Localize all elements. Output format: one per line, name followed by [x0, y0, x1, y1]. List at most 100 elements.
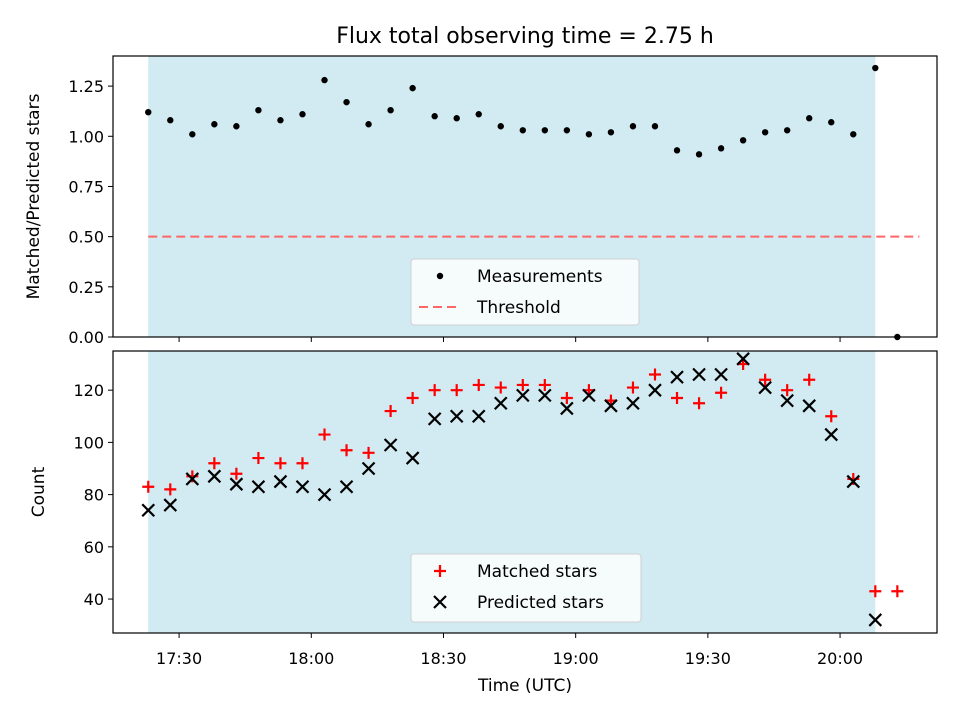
data-point — [538, 388, 552, 403]
y-axis-label: Matched/Predicted stars — [24, 93, 44, 299]
data-point — [405, 451, 420, 465]
plot-frame — [112, 350, 938, 634]
data-point — [449, 409, 464, 424]
legend: Matched stars Predicted stars — [410, 553, 642, 623]
y-tick-label: 0.00 — [68, 328, 104, 347]
y-axis: 40 60 80 100 120 Count — [29, 381, 113, 609]
data-point — [758, 380, 772, 395]
data-point — [167, 117, 174, 124]
data-point — [252, 452, 265, 465]
x-axis-label: Time (UTC) — [477, 676, 572, 696]
data-point — [453, 115, 460, 122]
data-point — [648, 368, 661, 381]
data-point — [277, 117, 284, 124]
data-point — [383, 438, 398, 452]
data-point — [695, 151, 703, 158]
data-point — [582, 388, 596, 403]
data-point — [670, 370, 684, 384]
y-tick-label: 60 — [84, 538, 104, 557]
data-point — [339, 480, 354, 494]
data-point — [343, 98, 350, 106]
legend-label: Predicted stars — [477, 593, 604, 613]
data-point — [828, 119, 835, 126]
data-point — [824, 427, 839, 442]
data-point — [693, 397, 706, 410]
data-point — [295, 480, 310, 494]
x-tick-label: 18:00 — [288, 649, 334, 668]
data-point — [825, 410, 838, 423]
x-tick-label: 19:00 — [553, 649, 599, 668]
data-point — [340, 444, 353, 457]
data-point — [626, 381, 639, 394]
y-axis: 0.00 0.25 0.50 0.75 1.00 1.25 Matched/Predicte… — [24, 77, 113, 347]
y-tick-label: 1.00 — [68, 127, 104, 146]
data-point — [516, 388, 530, 403]
data-point — [428, 384, 441, 397]
legend-box — [410, 258, 640, 326]
data-point — [233, 123, 240, 130]
data-point — [604, 399, 618, 413]
data-point — [607, 129, 615, 136]
data-point — [296, 457, 309, 470]
data-point — [803, 373, 816, 386]
data-point — [208, 457, 221, 470]
x-tick-label: 18:30 — [420, 649, 466, 668]
data-point — [230, 467, 243, 480]
data-point — [715, 386, 728, 399]
data-point — [472, 378, 485, 391]
data-point — [673, 147, 681, 154]
data-point — [450, 384, 463, 397]
data-point — [560, 392, 573, 404]
data-point — [868, 613, 883, 627]
x-tick-label: 17:30 — [156, 649, 202, 668]
data-point — [207, 469, 222, 484]
plot-frame — [112, 55, 938, 338]
data-point — [141, 503, 156, 518]
ratio-panel: 0.00 0.25 0.50 0.75 1.00 1.25 Matched/Predicte… — [24, 55, 938, 347]
data-point — [872, 64, 879, 72]
y-tick-label: 100 — [73, 433, 104, 452]
data-point — [384, 405, 397, 418]
data-point — [671, 392, 684, 404]
data-point — [846, 474, 861, 489]
data-point — [736, 352, 750, 366]
data-point — [145, 109, 152, 116]
y-axis-label: Count — [29, 466, 49, 517]
data-point — [493, 396, 508, 410]
data-point — [781, 384, 794, 397]
data-point — [714, 367, 728, 382]
x-tick-label: 19:30 — [685, 649, 731, 668]
data-point — [274, 457, 287, 470]
data-point — [317, 487, 332, 502]
data-point — [717, 145, 725, 152]
data-point — [185, 472, 200, 486]
data-point — [142, 480, 155, 493]
legend-label: Matched stars — [477, 562, 597, 582]
legend-marker — [433, 595, 447, 609]
data-point — [869, 585, 882, 598]
data-point — [585, 131, 593, 138]
data-point — [362, 446, 375, 459]
data-point — [497, 123, 504, 130]
data-point — [629, 123, 637, 130]
y-tick-label: 0.25 — [68, 278, 104, 297]
data-point — [538, 378, 551, 391]
y-tick-label: 1.25 — [68, 77, 104, 96]
data-point — [806, 115, 813, 122]
data-point — [163, 498, 178, 512]
legend-marker — [434, 565, 446, 577]
data-point — [431, 113, 438, 120]
legend-box — [410, 553, 642, 623]
data-point — [541, 127, 549, 134]
legend-label: Measurements — [477, 267, 603, 287]
data-point — [648, 383, 662, 397]
data-point — [783, 127, 791, 134]
legend-marker — [436, 272, 444, 280]
chart-title: Flux total observing time = 2.75 h — [336, 24, 714, 49]
data-point — [494, 381, 507, 394]
data-point — [471, 409, 486, 424]
data-point — [387, 106, 394, 114]
data-point — [365, 121, 372, 128]
data-point — [189, 131, 196, 138]
